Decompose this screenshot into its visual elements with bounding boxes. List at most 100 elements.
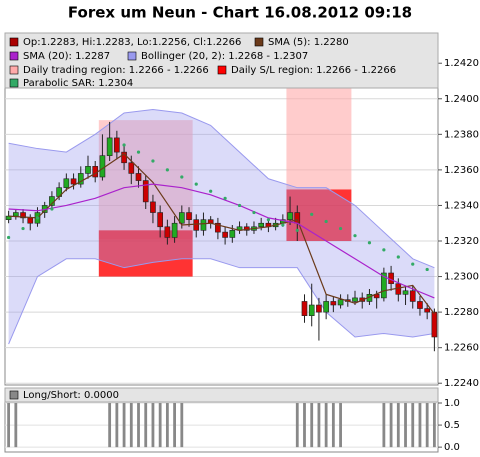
- y-tick-label: 1.0: [444, 398, 460, 409]
- y-tick-label: 1.2280: [444, 307, 479, 318]
- y-tick-label: 1.2420: [444, 58, 479, 69]
- sar-dot: [7, 235, 11, 240]
- bar: [432, 403, 436, 448]
- legend-label: Daily S/L region: 1.2266 - 1.2266: [231, 65, 396, 76]
- candle-body: [323, 301, 329, 313]
- candle-body: [150, 201, 156, 213]
- sar-dot: [310, 212, 314, 216]
- legend-label: SMA (5): 1.2280: [268, 37, 349, 48]
- sar-dot: [35, 216, 40, 220]
- bar: [165, 403, 169, 448]
- legend-swatch: [127, 51, 137, 61]
- legend-swatch: [9, 390, 19, 400]
- bar: [137, 403, 140, 448]
- candle-body: [381, 272, 387, 299]
- candle-body: [106, 137, 113, 156]
- candle-body: [135, 173, 142, 181]
- legend-swatch: [9, 51, 19, 61]
- bar: [411, 403, 415, 448]
- region-box: [98, 230, 193, 277]
- bar: [158, 403, 162, 448]
- bar: [14, 403, 18, 448]
- legend-swatch: [9, 78, 19, 88]
- candle-body: [12, 212, 19, 217]
- bar: [418, 403, 422, 448]
- candle-body: [171, 222, 178, 238]
- candle-body: [215, 222, 221, 233]
- y-tick-label: 1.2340: [444, 200, 479, 211]
- bar: [115, 403, 119, 448]
- candle-body: [121, 151, 127, 164]
- sar-dot: [237, 203, 242, 208]
- sar-dot: [50, 207, 54, 211]
- sar-dot: [180, 175, 184, 179]
- candle-body: [164, 226, 171, 238]
- legend-swatch: [9, 37, 19, 47]
- bar: [339, 403, 342, 448]
- bar: [310, 403, 314, 448]
- bollinger-lower: [8, 258, 435, 345]
- candle-body: [330, 301, 337, 306]
- y-tick-label: 1.2240: [444, 378, 479, 389]
- candle-body: [308, 304, 315, 316]
- bar: [324, 403, 328, 448]
- sar-dot: [151, 159, 155, 163]
- legend-label: Long/Short: 0.0000: [23, 390, 119, 401]
- candle-body: [424, 308, 431, 313]
- legend-label: SMA (20): 1.2287: [23, 51, 110, 62]
- y-tick-label: 1.2320: [444, 236, 479, 247]
- y-tick-label: 1.2260: [444, 343, 479, 354]
- sar-dot: [338, 226, 343, 231]
- indicator-line: [8, 183, 435, 299]
- legend-swatch: [254, 37, 264, 47]
- sar-dot: [122, 143, 126, 147]
- sar-dot: [425, 267, 429, 272]
- legend-box: [4, 32, 439, 89]
- sar-dot: [396, 255, 400, 259]
- candle-body: [352, 297, 358, 302]
- candle-body: [178, 212, 185, 224]
- legend-box: [4, 387, 439, 403]
- candle-body: [337, 299, 344, 306]
- sar-dot: [382, 248, 386, 252]
- y-tick-label: 0.0: [444, 442, 460, 453]
- bar: [151, 403, 155, 448]
- bar: [396, 403, 400, 448]
- candle-body: [258, 222, 265, 228]
- y-tick-label: 1.2360: [444, 165, 479, 176]
- legend-label: Bollinger (20, 2): 1.2268 - 1.2307: [141, 51, 308, 62]
- sar-dot: [194, 182, 198, 186]
- bar: [7, 403, 11, 448]
- candle-body: [99, 155, 106, 178]
- candle-body: [142, 180, 149, 203]
- bar: [122, 403, 126, 448]
- sar-dot: [209, 189, 213, 193]
- sar-dot: [252, 210, 256, 215]
- sar-dot: [165, 168, 169, 172]
- bollinger-fill: [8, 109, 435, 345]
- bar: [144, 403, 148, 448]
- sar-dot: [324, 219, 328, 224]
- bar: [331, 403, 335, 448]
- bar: [425, 403, 429, 448]
- bollinger-upper: [8, 108, 435, 269]
- candle-body: [402, 290, 409, 295]
- candle-body: [27, 217, 34, 224]
- sar-dot: [411, 262, 415, 266]
- candle-body: [193, 219, 200, 231]
- candle-body: [157, 212, 163, 228]
- y-tick-label: 1.2380: [444, 129, 479, 140]
- bar: [389, 403, 393, 448]
- legend-swatch: [9, 65, 19, 75]
- y-tick-label: 1.2400: [444, 94, 479, 105]
- candle-body: [200, 219, 207, 231]
- candle-body: [417, 301, 423, 309]
- bar: [129, 403, 133, 448]
- y-tick-label: 1.2300: [444, 272, 479, 283]
- candle-body: [229, 230, 236, 238]
- plot-area: [4, 32, 439, 386]
- legend-swatch: [217, 65, 227, 75]
- candle-body: [294, 212, 301, 224]
- bar: [303, 403, 306, 448]
